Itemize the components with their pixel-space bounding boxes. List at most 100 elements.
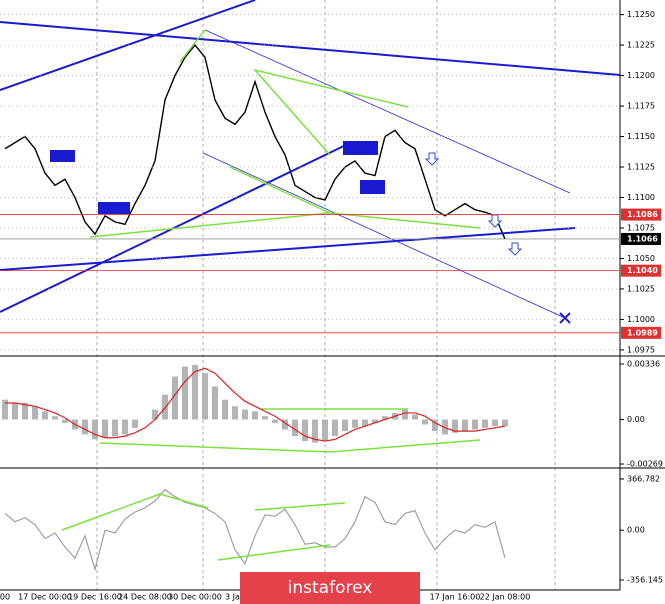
level-label-box xyxy=(621,208,661,221)
histogram-bar xyxy=(502,419,508,427)
histogram-bar xyxy=(202,373,208,420)
histogram-bar xyxy=(152,409,158,420)
histogram-bar xyxy=(192,364,198,420)
y-tick-label: 1.1225 xyxy=(627,41,655,50)
histogram-bar xyxy=(322,419,328,442)
histogram-bar xyxy=(382,416,388,420)
y-tick-label: 1.1000 xyxy=(627,315,655,324)
divergence-line xyxy=(252,68,409,156)
trendline xyxy=(0,227,576,271)
zone-box xyxy=(98,202,130,214)
signal-line xyxy=(5,367,506,442)
histogram-bar xyxy=(52,416,58,420)
level-label: 1.1066 xyxy=(627,234,658,243)
y-tick-label: 1.1200 xyxy=(627,71,655,80)
histogram-bar xyxy=(482,419,488,428)
drawings xyxy=(0,0,621,561)
histogram-bar xyxy=(462,419,468,432)
histogram-bar xyxy=(292,419,298,437)
histogram-bar xyxy=(352,419,358,428)
y-tick-label: 0.00336 xyxy=(627,359,660,368)
histogram-bar xyxy=(112,419,118,437)
histogram-bar xyxy=(222,399,228,420)
zone-box xyxy=(360,180,385,194)
level-label: 1.0989 xyxy=(627,328,658,337)
histogram-bar xyxy=(492,419,498,427)
y-tick-label: -0.00269 xyxy=(627,460,663,469)
histogram-bar xyxy=(62,419,68,423)
divergence-line xyxy=(254,502,346,511)
y-tick-label: 0.00 xyxy=(627,415,645,424)
price-line xyxy=(4,44,506,240)
histogram-bar xyxy=(372,419,378,423)
histogram-bar xyxy=(2,399,8,420)
histogram-bar xyxy=(262,416,268,420)
histogram-bar xyxy=(42,411,48,420)
y-tick-label: 1.0975 xyxy=(627,345,655,354)
y-tick-label: 366.782 xyxy=(627,474,660,483)
zone-box xyxy=(50,150,75,162)
level-label-box xyxy=(621,326,661,339)
arrow-down xyxy=(487,214,503,228)
channel-line xyxy=(202,152,566,319)
channel-line xyxy=(204,29,571,194)
x-tick-label: 24 Dec 08:00 xyxy=(118,593,172,602)
histogram-bar xyxy=(182,366,188,420)
y-tick-label: 1.1150 xyxy=(627,132,655,141)
divergence-line xyxy=(99,439,481,453)
histogram-bar xyxy=(302,419,308,442)
histogram-bar xyxy=(472,419,478,430)
level-label: 1.1086 xyxy=(627,210,658,219)
histogram-bar xyxy=(12,402,18,420)
histogram-bar xyxy=(122,419,128,435)
histogram-bar xyxy=(432,419,438,432)
x-grid xyxy=(96,0,556,590)
oscillator-line xyxy=(4,488,506,572)
x-tick-label: 3 Jan xyxy=(225,593,245,602)
y-tick-label: 1.1125 xyxy=(627,163,655,172)
level-label-box xyxy=(621,264,661,277)
x-tick-label: 22 Jan 08:00 xyxy=(480,593,531,602)
histogram-bar xyxy=(362,419,368,427)
x-tick-label: 17 Dec 00:00 xyxy=(18,593,72,602)
histogram-bar xyxy=(82,419,88,435)
y-tick-label: 1.1250 xyxy=(627,10,655,19)
x-tick-label: 00 xyxy=(0,593,10,602)
x-tick-label: 30 Dec 00:00 xyxy=(168,593,222,602)
logo-box xyxy=(240,572,420,604)
y-tick-label: 1.1025 xyxy=(627,284,655,293)
y-tick-label: 1.1100 xyxy=(627,193,655,202)
x-tick-label: 19 Dec 16:00 xyxy=(68,593,122,602)
histogram-bar xyxy=(312,419,318,443)
histogram-bar xyxy=(422,419,428,425)
histogram-bar xyxy=(332,419,338,437)
histogram-bar xyxy=(172,376,178,420)
histogram-bar xyxy=(92,419,98,440)
histogram-bar xyxy=(282,419,288,430)
histogram-bar xyxy=(442,419,448,435)
histogram-bar xyxy=(242,409,248,420)
level-label-box xyxy=(621,232,661,245)
histogram-bar xyxy=(22,402,28,420)
y-tick-label: 0.00 xyxy=(627,526,645,535)
cross-marker xyxy=(559,312,571,324)
histogram-bar xyxy=(32,406,38,420)
logo: instaforex xyxy=(288,578,373,598)
divergence-line xyxy=(61,493,209,531)
histogram-bar xyxy=(252,411,258,420)
level-label: 1.1040 xyxy=(627,266,658,275)
histogram-bar xyxy=(212,386,218,420)
trendline xyxy=(0,0,256,91)
histogram-bar xyxy=(452,419,458,433)
trendline xyxy=(0,21,621,76)
histogram-bar xyxy=(132,419,138,428)
arrow-down xyxy=(507,242,523,256)
x-tick-label: 17 Jan 16:00 xyxy=(430,593,481,602)
arrow-down xyxy=(424,152,440,166)
histogram-bar xyxy=(412,414,418,420)
zone-box xyxy=(343,141,378,155)
histogram-bar xyxy=(272,419,278,423)
y-tick-label: -356.145 xyxy=(627,575,663,584)
